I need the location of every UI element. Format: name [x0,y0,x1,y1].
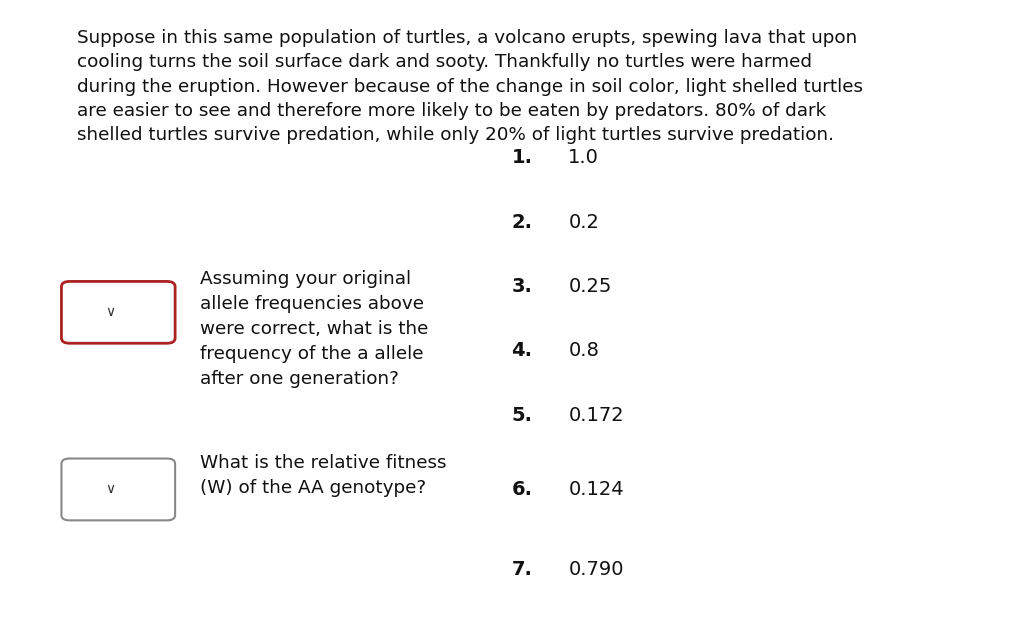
Text: 0.8: 0.8 [568,341,599,361]
Text: Assuming your original
allele frequencies above
were correct, what is the
freque: Assuming your original allele frequencie… [200,270,428,388]
Text: 5.: 5. [511,406,532,425]
Text: What is the relative fitness
(W) of the AA genotype?: What is the relative fitness (W) of the … [200,454,446,497]
Text: 0.124: 0.124 [568,480,624,499]
Text: 6.: 6. [511,480,532,499]
Text: 7.: 7. [512,560,532,580]
Text: Suppose in this same population of turtles, a volcano erupts, spewing lava that : Suppose in this same population of turtl… [77,29,863,144]
FancyBboxPatch shape [61,281,175,343]
Text: 2.: 2. [511,213,532,232]
Text: ∨: ∨ [105,482,116,497]
Text: ∨: ∨ [105,305,116,319]
Text: 0.790: 0.790 [568,560,624,580]
FancyBboxPatch shape [61,459,175,520]
Text: 1.: 1. [511,148,532,167]
Text: 4.: 4. [511,341,532,361]
Text: 3.: 3. [512,277,532,296]
Text: 0.172: 0.172 [568,406,624,425]
Text: 0.2: 0.2 [568,213,599,232]
Text: 0.25: 0.25 [568,277,611,296]
Text: 1.0: 1.0 [568,148,599,167]
